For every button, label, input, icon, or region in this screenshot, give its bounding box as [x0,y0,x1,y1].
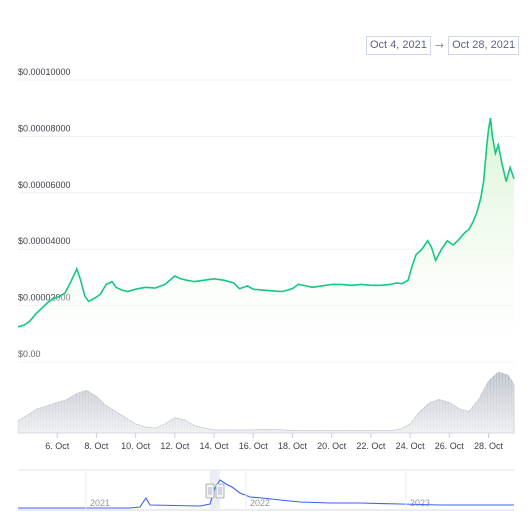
volume-bars [17,371,515,434]
x-tick-label: 26. Oct [435,441,465,451]
navigator-selection [210,470,220,510]
x-tick-label: 28. Oct [474,441,504,451]
x-tick-label: 22. Oct [356,441,386,451]
date-from-input[interactable]: Oct 4, 2021 [366,36,431,55]
navigator-line [18,479,514,509]
y-tick-label: $0.00010000 [18,67,71,77]
navigator-handle-right [215,483,225,499]
date-to-input[interactable]: Oct 28, 2021 [448,36,520,55]
navigator-handle-left [205,483,215,499]
x-tick-label: 6. Oct [45,441,70,451]
x-tick-label: 8. Oct [84,441,109,451]
x-tick-label: 20. Oct [317,441,347,451]
y-tick-label: $0.00004000 [18,236,71,246]
price-line [17,117,515,328]
navigator-year-label: 2021 [90,498,110,508]
price-area [18,118,514,362]
x-tick-label: 14. Oct [200,441,230,451]
arrow-right-icon: → [434,39,445,52]
x-tick-label: 24. Oct [396,441,426,451]
y-tick-label: $0.00002000 [18,293,71,303]
y-tick-label: $0.00006000 [18,180,71,190]
volume-area [17,371,515,434]
range-navigator[interactable]: 2021 2022 2023 [18,469,514,511]
x-tick-label: 12. Oct [160,441,190,451]
navigator-year-label: 2023 [410,498,430,508]
date-range-picker: Oct 4, 2021 → Oct 28, 2021 [366,36,520,55]
y-tick-label: $0.00008000 [18,123,71,133]
x-tick-label: 16. Oct [239,441,269,451]
navigator-year-label: 2022 [250,498,270,508]
x-tick-label: 18. Oct [278,441,308,451]
x-axis: 6. Oct 8. Oct 10. Oct 12. Oct 14. Oct 16. Oct… [18,432,514,451]
x-tick-label: 10. Oct [121,441,151,451]
